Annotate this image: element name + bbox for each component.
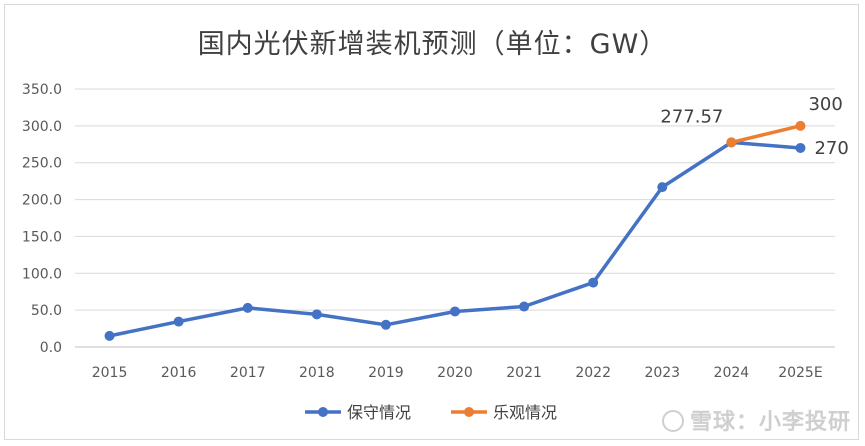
y-tick-label: 50.0 xyxy=(31,303,62,319)
y-tick-label: 0.0 xyxy=(40,340,62,356)
data-point xyxy=(795,142,806,153)
data-labels: 277.57 270 300 xyxy=(660,94,848,159)
y-tick-label: 250.0 xyxy=(22,156,62,172)
data-point xyxy=(311,309,322,320)
x-tick-label: 2022 xyxy=(575,365,611,381)
data-point xyxy=(104,330,115,341)
x-tick-label: 2017 xyxy=(230,365,266,381)
y-axis-ticks: 0.0 50.0 100.0 150.0 200.0 250.0 300.0 350.0 xyxy=(22,82,62,356)
legend-swatch-marker xyxy=(464,407,474,417)
data-point xyxy=(795,120,806,131)
x-tick-label: 2025E xyxy=(778,365,822,381)
data-label: 270 xyxy=(814,138,848,159)
y-tick-label: 100.0 xyxy=(22,266,62,282)
data-point xyxy=(588,277,599,288)
x-tick-label: 2021 xyxy=(506,365,542,381)
gridlines xyxy=(75,88,835,348)
legend-label: 乐观情况 xyxy=(493,403,557,422)
legend-label: 保守情况 xyxy=(347,403,411,422)
data-point xyxy=(657,182,668,193)
data-point xyxy=(450,306,460,317)
x-tick-label: 2024 xyxy=(714,365,750,381)
y-tick-label: 150.0 xyxy=(22,229,62,245)
watermark: 雪球：小李投研 xyxy=(661,404,851,436)
legend-swatch-marker xyxy=(318,407,328,417)
y-tick-label: 350.0 xyxy=(22,82,62,98)
chart-frame xyxy=(4,4,859,440)
data-label: 300 xyxy=(808,94,842,115)
data-point xyxy=(519,301,530,312)
x-tick-label: 2015 xyxy=(92,365,128,381)
series-lines xyxy=(104,120,806,341)
x-tick-label: 2023 xyxy=(644,365,680,381)
watermark-text: 雪球：小李投研 xyxy=(689,410,851,435)
y-tick-label: 300.0 xyxy=(22,119,62,135)
data-label: 277.57 xyxy=(660,106,723,127)
x-axis-ticks: 2015 2016 2017 2018 2019 2020 2021 2022 2023 2024… xyxy=(92,365,823,381)
snowball-logo-icon xyxy=(661,410,684,432)
legend: 保守情况 乐观情况 xyxy=(305,403,557,422)
chart-title: 国内光伏新增装机预测（单位：GW） xyxy=(197,29,668,60)
x-tick-label: 2016 xyxy=(161,365,197,381)
data-point xyxy=(173,316,184,327)
series-line-1 xyxy=(730,124,801,145)
data-point xyxy=(242,302,253,313)
x-tick-label: 2020 xyxy=(437,365,473,381)
x-tick-label: 2019 xyxy=(368,365,404,381)
x-tick-label: 2018 xyxy=(299,365,335,381)
data-point xyxy=(726,137,737,148)
data-point xyxy=(380,319,391,330)
y-tick-label: 200.0 xyxy=(22,193,62,209)
